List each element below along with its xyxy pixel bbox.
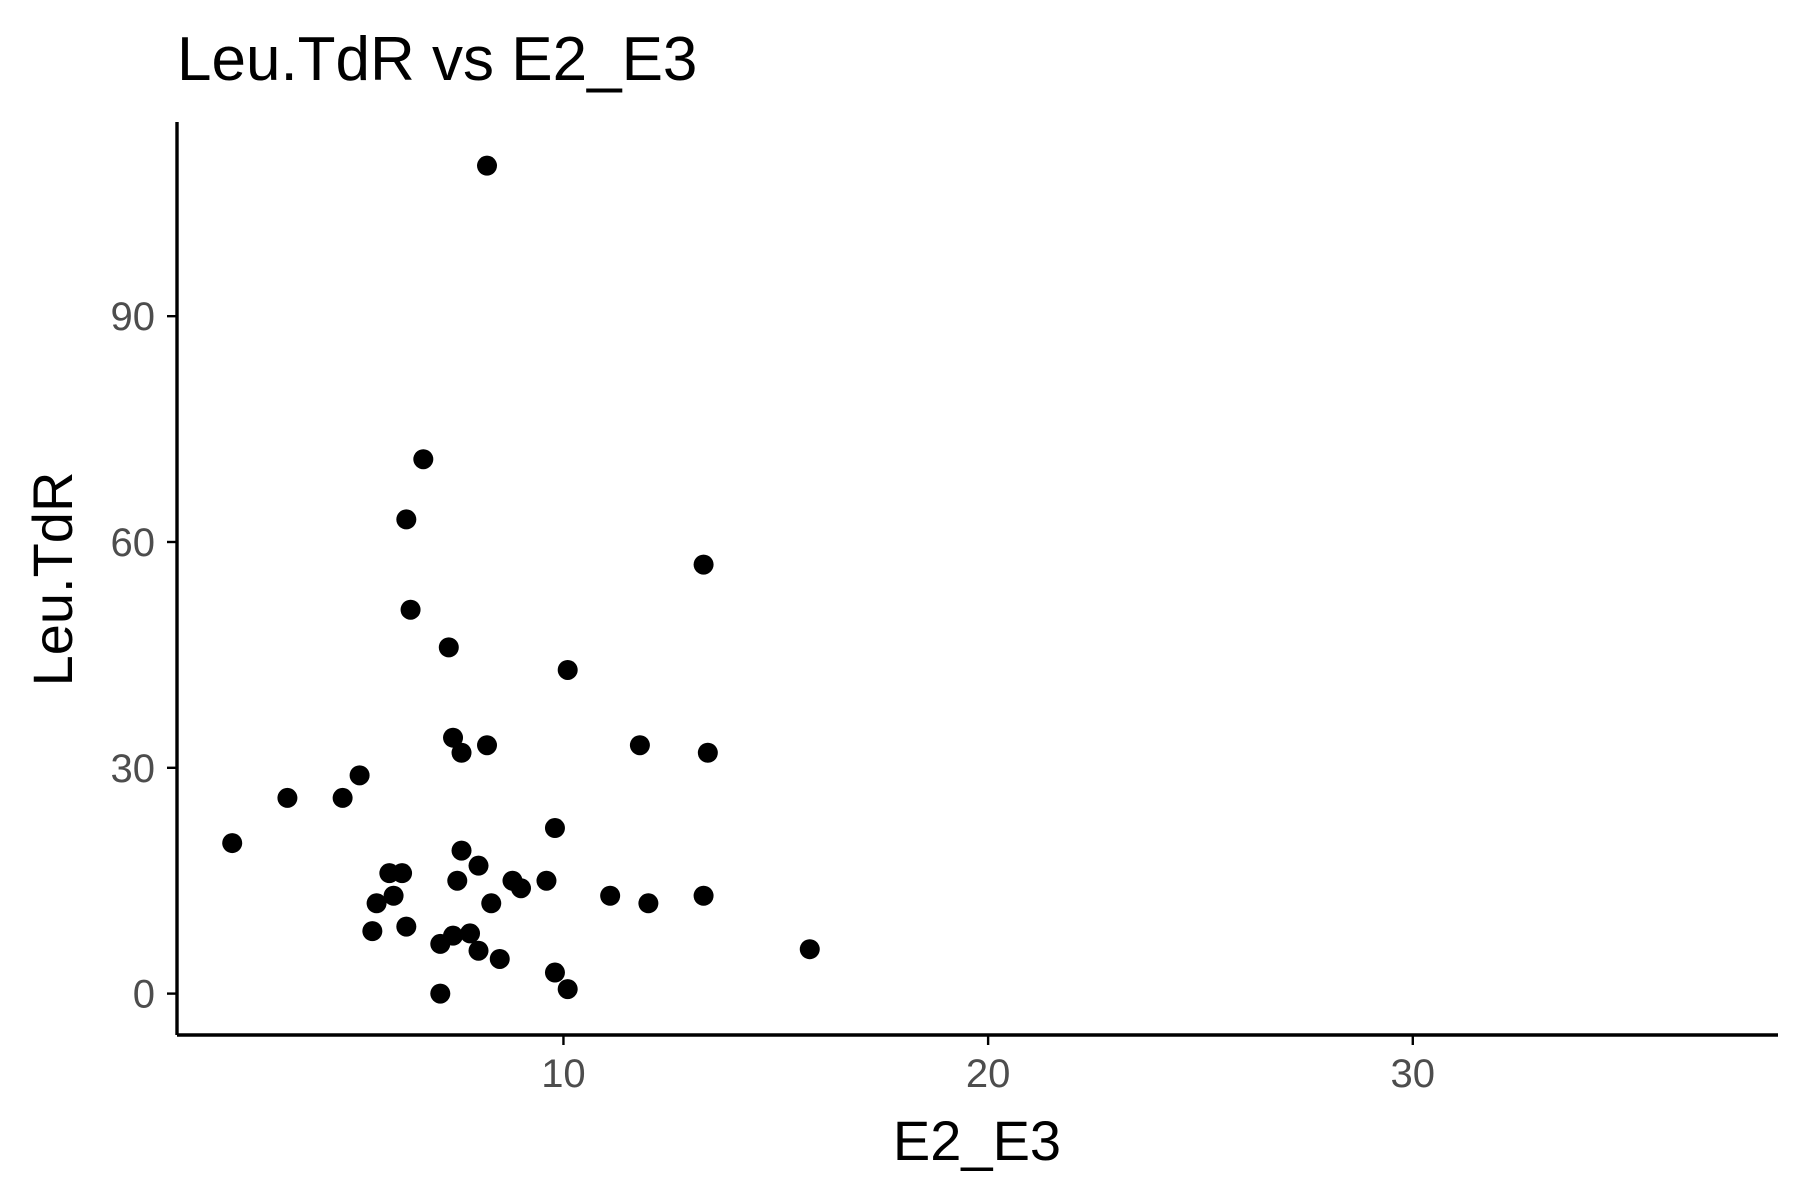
data-point xyxy=(468,855,489,876)
data-point xyxy=(477,155,498,176)
x-tick-label: 10 xyxy=(541,1052,586,1096)
data-point xyxy=(557,979,578,1000)
x-axis-title: E2_E3 xyxy=(893,1109,1061,1172)
data-point xyxy=(396,916,417,937)
data-point xyxy=(413,449,434,470)
data-point xyxy=(638,893,659,914)
data-point xyxy=(332,787,353,808)
data-point xyxy=(443,727,464,748)
data-point xyxy=(400,599,421,620)
data-point xyxy=(600,885,621,906)
data-point xyxy=(349,765,370,786)
y-axis-title: Leu.TdR xyxy=(21,472,84,687)
data-point xyxy=(430,933,451,954)
data-point xyxy=(481,893,502,914)
data-point xyxy=(489,948,510,969)
data-points xyxy=(222,155,820,1004)
data-point xyxy=(383,885,404,906)
x-tick-label: 20 xyxy=(966,1052,1011,1096)
data-point xyxy=(396,509,417,530)
data-point xyxy=(557,659,578,680)
y-axis-ticks: 0 30 60 90 xyxy=(111,295,177,1017)
x-axis-ticks: 10 20 30 xyxy=(541,1035,1435,1096)
data-point xyxy=(362,921,383,942)
data-point xyxy=(451,742,472,763)
y-tick-label: 60 xyxy=(111,521,156,565)
y-tick-label: 90 xyxy=(111,295,156,339)
data-point xyxy=(693,885,714,906)
data-point xyxy=(477,735,498,756)
data-point xyxy=(536,870,557,891)
data-point xyxy=(438,637,459,658)
data-point xyxy=(697,742,718,763)
data-point xyxy=(222,833,243,854)
y-tick-label: 30 xyxy=(111,747,156,791)
data-point xyxy=(447,870,468,891)
data-point xyxy=(629,735,650,756)
y-tick-label: 0 xyxy=(133,973,155,1017)
data-point xyxy=(430,983,451,1004)
x-tick-label: 30 xyxy=(1391,1052,1436,1096)
data-point xyxy=(510,878,531,899)
chart-title: Leu.TdR vs E2_E3 xyxy=(177,25,697,94)
data-point xyxy=(544,962,565,983)
data-point xyxy=(451,840,472,861)
data-point xyxy=(366,893,387,914)
data-point xyxy=(392,863,413,884)
data-point xyxy=(544,818,565,839)
plot-area: 10 20 30 0 30 60 90 xyxy=(111,122,1778,1096)
data-point xyxy=(799,939,820,960)
data-point xyxy=(693,554,714,575)
data-point xyxy=(277,787,298,808)
data-point xyxy=(460,923,481,944)
data-point xyxy=(468,940,489,961)
